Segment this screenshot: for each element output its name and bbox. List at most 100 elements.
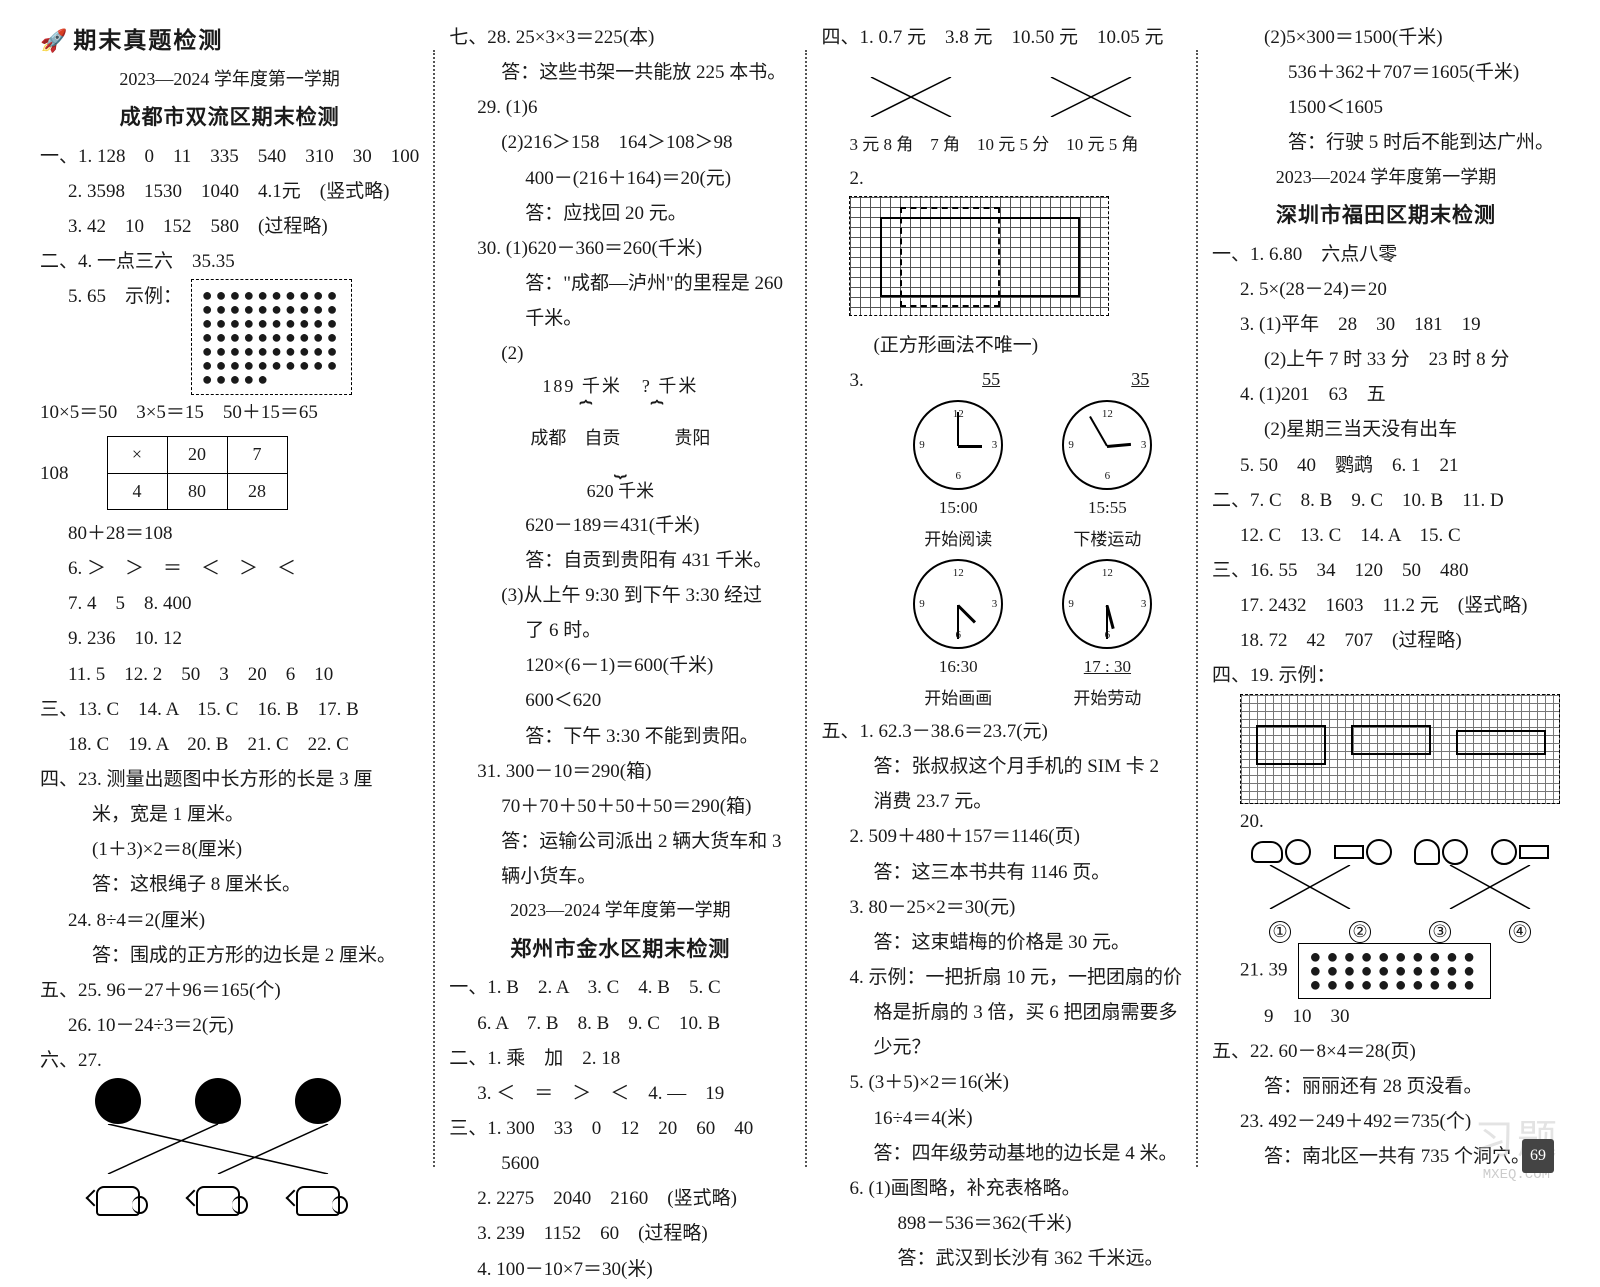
clock-time: 15:55 <box>1057 492 1157 523</box>
c2-zz-s3c: 2. 2275 2040 2160 (竖式略) <box>449 1181 791 1216</box>
c2-s7-30a: 30. (1)620－360＝260(千米) <box>449 231 791 266</box>
c2-s7-29d: 答：应找回 20 元。 <box>449 196 791 231</box>
c2-s7-28a: 七、28. 25×3×3＝225(本) <box>449 20 791 55</box>
brace-top: 189 千米 ? 千米 <box>449 375 791 398</box>
c4-s5-q6e: 536＋362＋707＝1605(千米) <box>1212 55 1560 90</box>
dot-box-q21: ●●●●●●●●●● ●●●●●●●●●● ●●●●●●●●●● <box>1298 943 1491 999</box>
c2-s7-30b: 答："成都—泸州"的里程是 260 <box>449 266 791 301</box>
title-row: 🚀 期末真题检测 <box>40 20 419 63</box>
clock-pair-1: 39 15:00 开始阅读 39 15:55 下楼运动 <box>884 400 1182 555</box>
c4-sz-s3c: 18. 72 42 707 (过程略) <box>1212 623 1560 658</box>
c2-s7-31d: 辆小货车。 <box>449 859 791 894</box>
c4-sz-s1g: 5. 50 40 鹦鹉 6. 1 21 <box>1212 448 1560 483</box>
circle-icon <box>1366 839 1392 865</box>
c2-zz-s3e: 4. 100－10×7＝30(米) <box>449 1252 791 1287</box>
c2-s7-29c: 400－(216＋164)＝20(元) <box>449 161 791 196</box>
tbl-cell: 28 <box>227 473 287 509</box>
fill-55: 55 <box>982 363 1000 396</box>
minute-hand <box>957 605 959 639</box>
teapot-icon <box>296 1186 340 1216</box>
c1-s2-q4: 二、4. 一点三六 35.35 <box>40 244 419 279</box>
c2-s7-30c: 千米。 <box>449 301 791 336</box>
head-icon <box>295 1078 341 1124</box>
c1-s1-q1: 一、1. 128 0 11 335 540 310 30 100 <box>40 139 419 174</box>
c1-s2-q5: 5. 65 示例： ●●●●●●●●●● ●●●●●●●●●● ●●●●●●●●… <box>40 279 419 395</box>
table-108-row: 108 × 20 7 4 80 28 <box>40 430 419 516</box>
column-4: (2)5×300＝1500(千米) 536＋362＋707＝1605(千米) 1… <box>1202 20 1570 1197</box>
c2-s7-31c: 答：运输公司派出 2 辆大货车和 3 <box>449 824 791 859</box>
tbl-cell: 4 <box>107 473 167 509</box>
rect-b <box>1351 725 1431 755</box>
c4-sz-s4b: 20. <box>1212 804 1560 839</box>
num-row: ① ② ③ ④ <box>1240 921 1560 943</box>
c1-q11: 11. 5 12. 2 50 3 20 6 10 <box>40 657 419 692</box>
clock-pair-2: 39 16:30 开始画画 39 17 : 30 开始劳动 <box>884 559 1182 714</box>
c2-s7-29b: (2)216＞158 164＞108＞98 <box>449 125 791 160</box>
clock-fill-row: 55 35 <box>884 363 1182 396</box>
clock-face: 39 <box>1062 559 1152 649</box>
shape-pair <box>1251 839 1311 865</box>
c1-s3b: 18. C 19. A 20. B 21. C 22. C <box>40 727 419 762</box>
circled-num: ② <box>1349 921 1371 943</box>
c4-sz-s1d: (2)上午 7 时 33 分 23 时 8 分 <box>1212 342 1560 377</box>
c3-s5-q2b: 答：这三本书共有 1146 页。 <box>821 855 1182 890</box>
region-shenzhen: 深圳市福田区期末检测 <box>1212 196 1560 235</box>
c4-s5-q6g: 答：行驶 5 时后不能到达广州。 <box>1212 125 1560 160</box>
dot-array: ●●●●●●●●●● ●●●●●●●●●● ●●●●●●●●●● ●●●●●●●… <box>191 279 352 395</box>
c2-s7-30e: 620－189＝431(千米) <box>449 508 791 543</box>
shape-pair <box>1414 839 1468 865</box>
tbl-cell: × <box>107 437 167 473</box>
column-divider <box>805 50 807 1167</box>
burger-icon <box>1251 841 1283 863</box>
clock-time: 15:00 <box>908 492 1008 523</box>
circle-icon <box>1442 839 1468 865</box>
c4-sz-s1a: 一、1. 6.80 六点八零 <box>1212 237 1560 272</box>
c3-s5-q6c: 答：武汉到长沙有 362 千米远。 <box>821 1241 1182 1276</box>
inner-square <box>900 207 1000 307</box>
column-1: 🚀 期末真题检测 2023—2024 学年度第一学期 成都市双流区期末检测 一、… <box>30 20 429 1197</box>
column-divider <box>433 50 435 1167</box>
semester-label: 2023—2024 学年度第一学期 <box>40 63 419 96</box>
teapot-icon <box>96 1186 140 1216</box>
c3-s4-q2-lbl: 2. <box>821 161 1182 196</box>
tbl-108-label: 108 <box>40 456 69 491</box>
c4-s5-q6d: (2)5×300＝1500(千米) <box>1212 20 1560 55</box>
tbl-cell: 7 <box>227 437 287 473</box>
clock-4: 39 17 : 30 开始劳动 <box>1057 559 1157 714</box>
c2-s7-30f: 答：自贡到贵阳有 431 千米。 <box>449 543 791 578</box>
c3-s5-q6a: 6. (1)画图略，补充表格略。 <box>821 1171 1182 1206</box>
head-icon <box>195 1078 241 1124</box>
brace-cities: 成都 自贡 贵阳 <box>449 427 791 450</box>
hour-hand <box>1107 443 1131 448</box>
brace-diagram: 189 千米 ? 千米 ⏞ ⏞ 成都 自贡 贵阳 ⏟ 620 千米 <box>449 375 791 503</box>
c3-s4-q1-top: 四、1. 0.7 元 3.8 元 10.50 元 10.05 元 <box>821 20 1182 55</box>
teapot-icon <box>196 1186 240 1216</box>
clock-3: 39 16:30 开始画画 <box>908 559 1008 714</box>
c2-zz-s2a: 二、1. 乘 加 2. 18 <box>449 1041 791 1076</box>
region-chengdu: 成都市双流区期末检测 <box>40 98 419 137</box>
c1-s5-25: 五、25. 96－27＋96＝165(个) <box>40 973 419 1008</box>
c4-sz-s4a: 四、19. 示例： <box>1212 658 1560 693</box>
hour-hand <box>957 605 976 624</box>
c1-s3: 三、13. C 14. A 15. C 16. B 17. B <box>40 692 419 727</box>
c4-sz-s2b: 12. C 13. C 14. A 15. C <box>1212 518 1560 553</box>
c1-s4-23a: 四、23. 测量出题图中长方形的长是 3 厘 <box>40 762 419 797</box>
head-row <box>68 1078 368 1124</box>
c3-q3-lbl: 3. <box>821 363 863 398</box>
shape-cross-lines <box>1240 865 1560 909</box>
tbl-cell: 20 <box>167 437 227 473</box>
match-diagram <box>68 1078 419 1216</box>
c4-s5-q6f: 1500＜1605 <box>1212 90 1560 125</box>
circled-num: ③ <box>1429 921 1451 943</box>
c3-s5-q5c: 答：四年级劳动基地的边长是 4 米。 <box>821 1136 1182 1171</box>
clock-time: 16:30 <box>908 651 1008 682</box>
circled-num: ④ <box>1509 921 1531 943</box>
grid-rect-q19 <box>1240 694 1560 804</box>
c1-q9: 9. 236 10. 12 <box>40 621 419 656</box>
c3-s5-q6b: 898－536＝362(千米) <box>821 1206 1182 1241</box>
brace-glyph-bot: ⏟ <box>449 451 791 480</box>
c2-zz-s2b: 3. ＜ ＝ ＞ ＜ 4. — 19 <box>449 1076 791 1111</box>
c4-sz-s1c: 3. (1)平年 28 30 181 19 <box>1212 307 1560 342</box>
c1-s4-23b: 米，宽是 1 厘米。 <box>40 797 419 832</box>
c4-sz-s5a: 五、22. 60－8×4＝28(页) <box>1212 1034 1560 1069</box>
